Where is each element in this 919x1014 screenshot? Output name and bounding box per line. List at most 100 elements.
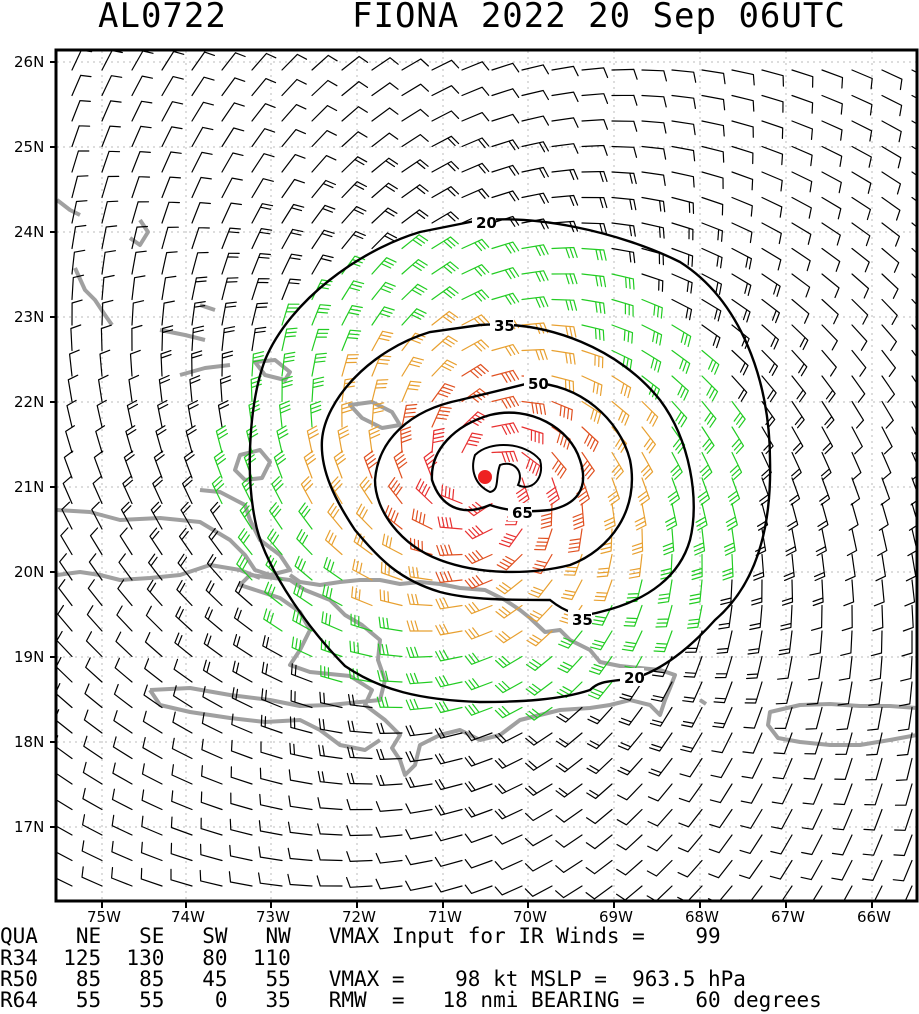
contour-label-35-north: 35 (494, 317, 515, 335)
wind-barb (71, 74, 92, 97)
wind-barb (191, 325, 205, 352)
wind-barb (867, 706, 883, 731)
wind-barb (93, 450, 104, 479)
wind-barb (521, 89, 549, 101)
wind-barb (881, 426, 893, 455)
wind-barb (581, 144, 608, 156)
wind-barb (131, 225, 148, 250)
wind-barb (131, 51, 154, 71)
wind-radii-r50-row: R50 85 85 45 55 VMAX = 98 kt MSLP = 963.… (0, 967, 746, 991)
wind-barb (356, 503, 373, 530)
wind-barb (125, 425, 137, 454)
wind-barb (279, 400, 291, 428)
wind-barb (761, 324, 779, 350)
wind-barb (191, 151, 213, 173)
wind-barb (171, 737, 193, 760)
wind-barb (83, 709, 103, 734)
wind-barb (833, 783, 853, 806)
wind-barb (269, 502, 283, 530)
wind-barb (881, 196, 901, 221)
wind-barb (581, 298, 606, 314)
wind-barb (434, 804, 463, 816)
wind-barb (701, 273, 722, 295)
wind-barb (316, 849, 343, 862)
wind-barb (311, 54, 338, 71)
wind-barb (555, 808, 583, 823)
lat-label: 21N (14, 478, 44, 496)
wind-barb (701, 171, 724, 190)
wind-barb (150, 501, 163, 530)
wind-barb (146, 579, 163, 607)
wind-barb (821, 69, 844, 89)
wind-barb (586, 732, 613, 750)
wind-barb (671, 400, 688, 428)
wind-barb (341, 305, 363, 326)
wind-barb (172, 711, 193, 734)
wind-barb (191, 126, 214, 148)
wind-barb (611, 94, 638, 106)
wind-barb (814, 553, 826, 582)
wind-barb (371, 57, 399, 71)
wind-barb (234, 580, 253, 607)
wind-barb (323, 557, 343, 581)
wind-barb (701, 324, 721, 349)
wind-barb (646, 859, 673, 877)
wind-barb (327, 502, 343, 530)
wind-barb (851, 145, 872, 168)
wind-barb (281, 178, 305, 199)
wind-barb (791, 273, 811, 298)
wind-barb (590, 630, 613, 651)
wind-barb (641, 171, 666, 186)
wind-barb (461, 411, 488, 428)
wind-barb (388, 477, 403, 505)
wind-barb (851, 298, 869, 325)
wind-barb (341, 230, 366, 250)
wind-barb (646, 885, 673, 901)
wind-barb (761, 247, 782, 271)
wind-barb (671, 426, 686, 454)
wind-barb (371, 281, 396, 301)
wind-barb (262, 635, 283, 658)
wind-barb (791, 145, 813, 167)
wind-barb (524, 885, 553, 897)
wind-barb (870, 630, 883, 657)
wind-barb (120, 501, 133, 530)
wind-barb (88, 553, 103, 581)
wind-barb (701, 120, 725, 137)
wind-barb (701, 145, 725, 163)
wind-barb (494, 808, 523, 820)
wind-barb (431, 310, 459, 326)
wind-barb (881, 324, 897, 351)
wind-barb (881, 400, 894, 429)
wind-barb (65, 425, 75, 454)
wind-barb (71, 150, 90, 173)
wind-barb (641, 349, 662, 373)
contour-label-20-south: 20 (624, 669, 645, 687)
wind-barb (142, 737, 163, 760)
wind-barb (843, 885, 853, 901)
wind-barb (435, 597, 463, 610)
wind-barb (89, 527, 103, 556)
wind-barb (371, 379, 389, 403)
wind-barb (516, 477, 530, 506)
storm-id-title: AL0722 (98, 0, 227, 36)
wind-barb (435, 570, 463, 583)
wind-barb (650, 681, 673, 702)
wind-barb (731, 196, 753, 217)
wind-barb (161, 226, 179, 250)
wind-barb (230, 766, 253, 785)
wind-barb (881, 94, 903, 117)
wind-barb (382, 533, 403, 556)
wind-barb (911, 247, 917, 254)
wind-barb (821, 145, 843, 167)
wind-barb (281, 351, 296, 377)
wind-barb (376, 696, 403, 709)
wind-barb (832, 808, 853, 831)
wind-barb (400, 426, 412, 454)
wind-barb (881, 69, 903, 91)
wind-barb (464, 806, 493, 818)
wind-barb (101, 150, 121, 173)
contour-label-20-north: 20 (476, 214, 497, 232)
wind-barb (464, 833, 493, 843)
wind-barb (863, 808, 883, 831)
